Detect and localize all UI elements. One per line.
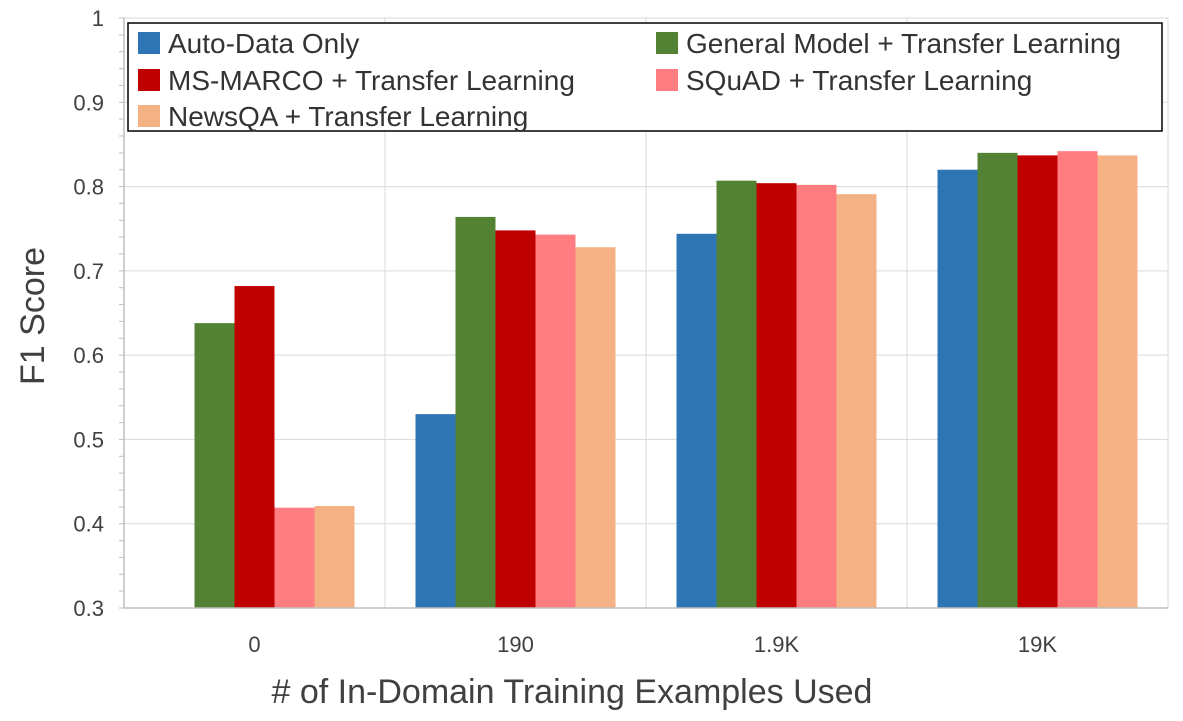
bar-3-4 [1097, 155, 1138, 608]
bar-1-0 [415, 414, 456, 608]
bar-0-4 [314, 506, 355, 608]
bar-1-4 [575, 247, 616, 608]
legend-box [127, 22, 1163, 132]
x-tick-label: 1.9K [754, 632, 800, 657]
bar-0-2 [234, 286, 275, 608]
y-tick-label: 0.6 [73, 343, 104, 368]
y-tick-label: 0.4 [73, 512, 104, 537]
y-tick-label: 0.9 [73, 90, 104, 115]
bar-0-3 [274, 507, 315, 608]
y-tick-label: 0.3 [73, 596, 104, 621]
legend-label: Auto-Data Only [168, 28, 359, 59]
legend-swatch [656, 32, 678, 54]
y-tick-label: 0.5 [73, 427, 104, 452]
bar-2-0 [676, 233, 717, 608]
legend-swatch [656, 69, 678, 91]
x-axis-title: # of In-Domain Training Examples Used [272, 673, 873, 711]
bar-2-4 [836, 194, 877, 608]
bar-1-2 [495, 230, 536, 608]
bar-2-3 [796, 184, 837, 608]
legend: Auto-Data Only General Model + Transfer L… [127, 22, 1163, 132]
x-tick-labels: 0 190 1.9K 19K [248, 632, 1057, 657]
bars [194, 151, 1138, 608]
x-tick-label: 0 [248, 632, 260, 657]
bar-2-1 [716, 180, 757, 608]
x-tick-label: 190 [497, 632, 534, 657]
bar-3-3 [1057, 151, 1098, 608]
y-tick-labels: 0.3 0.4 0.5 0.6 0.7 0.8 0.9 1 [73, 6, 104, 621]
bar-1-1 [455, 216, 496, 608]
y-tick-label: 0.7 [73, 259, 104, 284]
x-tick-label: 19K [1018, 632, 1057, 657]
y-axis-title: F1 Score [14, 247, 52, 385]
legend-swatch [138, 105, 160, 127]
legend-label: General Model + Transfer Learning [686, 28, 1121, 59]
y-tick-label: 1 [92, 6, 104, 31]
axes [119, 17, 1168, 609]
legend-label: NewsQA + Transfer Learning [168, 101, 528, 132]
legend-swatch [138, 69, 160, 91]
bar-3-2 [1017, 155, 1058, 608]
legend-label: MS-MARCO + Transfer Learning [168, 65, 575, 96]
bar-3-0 [937, 169, 978, 608]
bar-3-1 [977, 152, 1018, 608]
legend-label: SQuAD + Transfer Learning [686, 65, 1032, 96]
bar-1-3 [535, 234, 576, 608]
bar-0-1 [194, 323, 235, 608]
y-tick-label: 0.8 [73, 175, 104, 200]
bar-2-2 [756, 183, 797, 608]
legend-swatch [138, 32, 160, 54]
